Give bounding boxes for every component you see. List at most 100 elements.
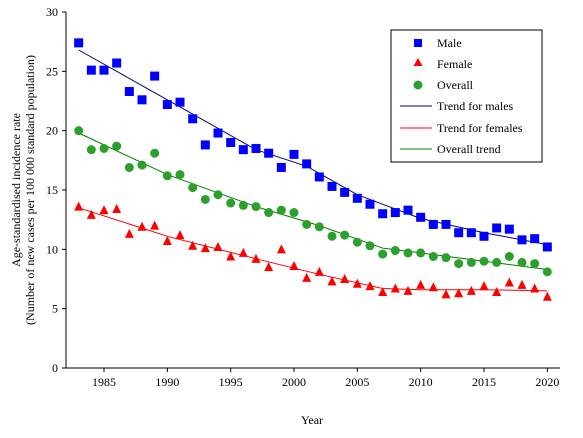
male-point (226, 138, 236, 148)
male-point (441, 219, 451, 229)
y-tick-label: 15 (46, 183, 58, 197)
overall-point (314, 222, 324, 232)
male-point (314, 172, 324, 182)
legend-box (390, 29, 543, 163)
overall-point (504, 251, 514, 261)
overall-point (226, 198, 236, 208)
female-point (479, 281, 489, 291)
female-point (150, 220, 160, 230)
overall-point (175, 170, 185, 180)
male-point (112, 58, 122, 68)
x-tick-label: 2015 (472, 375, 496, 389)
female-point (352, 278, 362, 288)
female-point (213, 241, 223, 251)
overall-point (365, 241, 375, 251)
x-tick-label: 2020 (535, 375, 559, 389)
legend-overall-label: Overall (437, 78, 474, 92)
male-point (479, 231, 489, 241)
overall-point (302, 219, 312, 229)
female-point (86, 209, 96, 219)
male-point (74, 38, 84, 48)
male-point (530, 234, 540, 244)
y-tick-label: 0 (52, 361, 58, 375)
male-point (276, 162, 286, 172)
female-point (276, 244, 286, 254)
male-point (378, 209, 388, 219)
female-point (238, 247, 248, 257)
overall-point (340, 230, 350, 240)
legend-male-label: Male (437, 36, 462, 50)
overall-point (289, 208, 299, 218)
overall-point (327, 231, 337, 241)
male-point (542, 242, 552, 252)
female-point (454, 288, 464, 298)
female-point (403, 285, 413, 295)
overall-point (99, 143, 109, 153)
x-tick-label: 1990 (155, 375, 179, 389)
overall-point (276, 205, 286, 215)
x-tick-label: 1985 (92, 375, 116, 389)
overall-point (74, 126, 84, 136)
overall-point (403, 248, 413, 258)
male-point (517, 235, 527, 245)
female-point (264, 262, 274, 272)
male-point (454, 228, 464, 238)
female-point (188, 240, 198, 250)
female-point (441, 289, 451, 299)
female-point (504, 277, 514, 287)
y-ticks: 0 5 10 15 20 25 30 (46, 5, 66, 375)
male-point (416, 212, 426, 222)
overall-point (517, 257, 527, 267)
female-point (428, 282, 438, 292)
male-point (264, 148, 274, 158)
female-point (112, 203, 122, 213)
male-point (492, 223, 502, 233)
overall-point (150, 148, 160, 158)
female-point (390, 283, 400, 293)
overall-point (137, 160, 147, 170)
female-point (175, 230, 185, 240)
female-point (466, 285, 476, 295)
female-point (517, 279, 527, 289)
male-point (137, 95, 147, 105)
male-point (162, 100, 172, 110)
female-point (251, 253, 261, 263)
y-tick-label: 5 (52, 302, 58, 316)
y-axis-sublabel: (Number of new cases per 100 000 standar… (23, 55, 37, 325)
female-point (74, 201, 84, 211)
overall-point (200, 194, 210, 204)
overall-point (238, 200, 248, 210)
male-point (340, 187, 350, 197)
female-point (365, 281, 375, 291)
male-point (302, 159, 312, 169)
x-axis-label: Year (301, 413, 323, 427)
female-point (314, 266, 324, 276)
male-point (289, 149, 299, 159)
female-point (340, 274, 350, 283)
overall-point (86, 145, 96, 155)
legend-male-trend-label: Trend for males (437, 99, 514, 113)
female-point (492, 287, 502, 297)
legend-overall-marker (413, 80, 423, 90)
male-point (150, 71, 160, 81)
overall-point (162, 171, 172, 181)
overall-point (492, 257, 502, 267)
overall-point (378, 249, 388, 259)
legend-overall-trend-label: Overall trend (437, 142, 501, 156)
overall-point (390, 246, 400, 256)
y-tick-label: 20 (46, 124, 58, 138)
male-point (99, 65, 109, 75)
y-tick-label: 25 (46, 64, 58, 78)
male-point (327, 181, 337, 191)
overall-point (542, 267, 552, 277)
male-point (200, 140, 210, 150)
legend-male-marker (414, 39, 422, 47)
male-point (466, 228, 476, 238)
legend-female-trend-label: Trend for females (437, 121, 523, 135)
y-axis-label: Age-standardised incidence rate (9, 113, 23, 267)
male-point (238, 145, 248, 155)
female-point (137, 221, 147, 231)
overall-point (264, 208, 274, 218)
legend-female-label: Female (437, 57, 472, 71)
legend: Male Female Overall Trend for males Tren… (390, 29, 543, 163)
